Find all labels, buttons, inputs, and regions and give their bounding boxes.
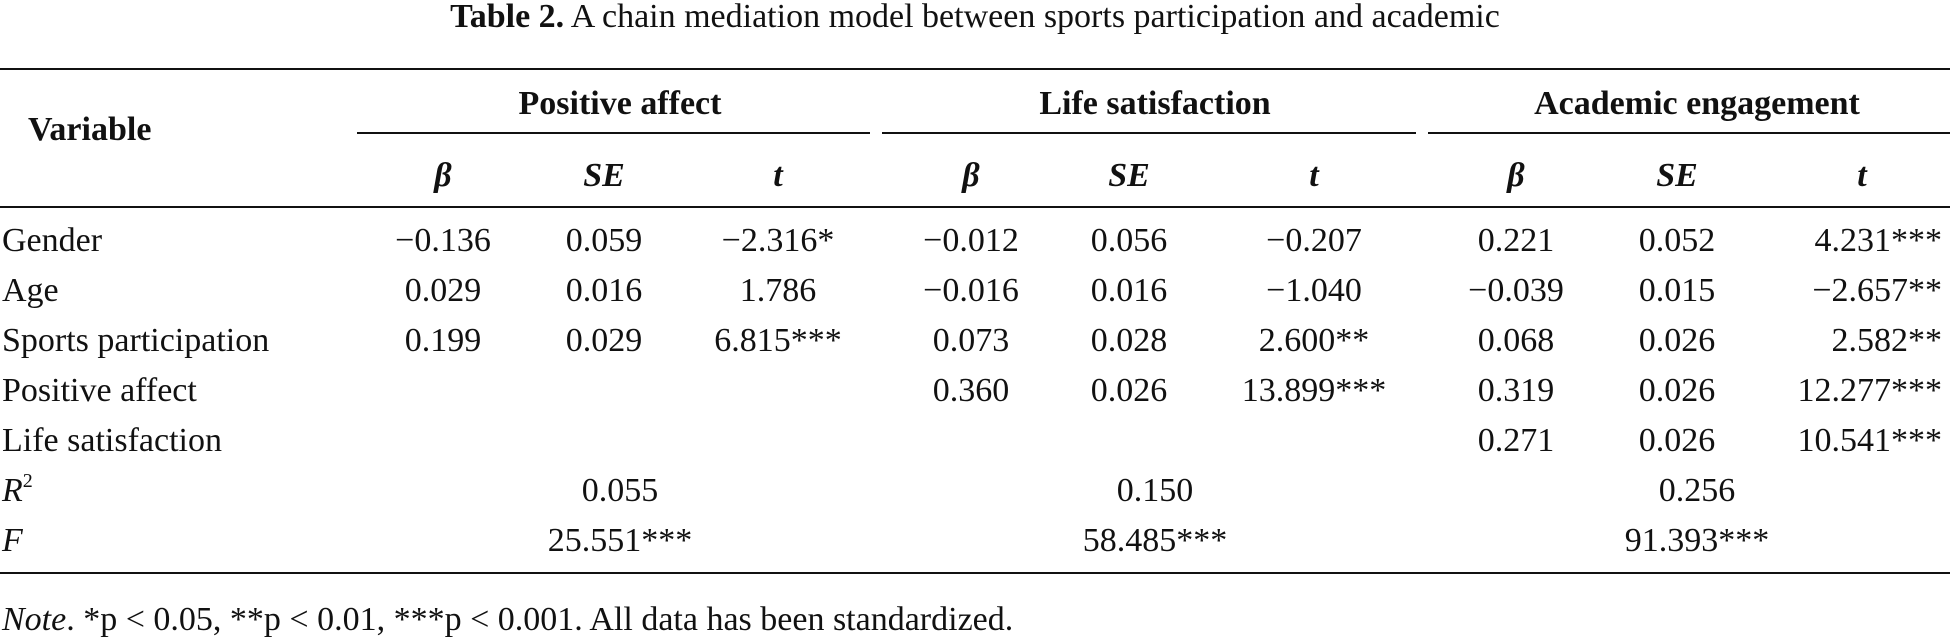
row-label: Sports participation <box>2 322 270 359</box>
row-label: Life satisfaction <box>2 422 222 459</box>
table-cell: 0.016 <box>1090 272 1168 309</box>
table-cell: 0.029 <box>404 272 482 309</box>
table-cell: 0.068 <box>1477 322 1555 359</box>
row-label: Age <box>2 272 59 309</box>
table-cell: 1.786 <box>739 272 817 309</box>
r-squared-value: 0.150 <box>1116 472 1194 509</box>
group-header-positive-affect: Positive affect <box>518 85 722 122</box>
r-squared-value: 0.256 <box>1658 472 1736 509</box>
row-label-f: F <box>2 522 23 559</box>
row-label-r-squared: R2 <box>2 471 33 511</box>
table-cell: −0.207 <box>1266 222 1362 259</box>
r-squared-base: R <box>2 472 23 509</box>
variable-header: Variable <box>28 111 152 148</box>
group-underline-life-satisfaction <box>882 132 1416 134</box>
subheader-se: SE <box>1108 157 1150 194</box>
table-cell: 0.199 <box>404 322 482 359</box>
table-cell: −2.316* <box>721 222 835 259</box>
table-cell: −0.016 <box>923 272 1019 309</box>
table-caption: Table 2. A chain mediation model between… <box>0 0 1950 34</box>
table-cell: −0.039 <box>1468 272 1564 309</box>
r-squared-exponent: 2 <box>22 470 33 492</box>
table-cell: 12.277*** <box>1797 372 1943 409</box>
f-value: 58.485*** <box>1082 522 1228 559</box>
table-cell: 0.360 <box>932 372 1010 409</box>
table-cell: 4.231*** <box>1814 222 1943 259</box>
table-cell: −2.657** <box>1812 272 1942 309</box>
table-cell: 0.016 <box>565 272 643 309</box>
row-label: Positive affect <box>2 372 197 409</box>
table-cell: 2.600** <box>1258 322 1370 359</box>
table-cell: 0.026 <box>1638 422 1716 459</box>
note-text: . *p < 0.05, **p < 0.01, ***p < 0.001. A… <box>66 601 1014 638</box>
table-cell: −0.012 <box>923 222 1019 259</box>
caption-text: A chain mediation model between sports p… <box>570 0 1500 35</box>
f-value: 25.551*** <box>547 522 693 559</box>
table-cell: 0.026 <box>1090 372 1168 409</box>
subheader-t: t <box>773 157 783 194</box>
table-cell: 0.026 <box>1638 372 1716 409</box>
table-cell: 0.056 <box>1090 222 1168 259</box>
table-cell: 0.221 <box>1477 222 1555 259</box>
subheader-t: t <box>1309 157 1319 194</box>
table-cell: 2.582** <box>1831 322 1943 359</box>
subheader-beta: β <box>434 157 452 194</box>
subheader-se: SE <box>1656 157 1698 194</box>
group-underline-academic-engagement <box>1428 132 1950 134</box>
table-note: Note. *p < 0.05, **p < 0.01, ***p < 0.00… <box>2 600 1013 640</box>
row-label: Gender <box>2 222 103 259</box>
subheader-beta: β <box>962 157 980 194</box>
r-squared-value: 0.055 <box>581 472 659 509</box>
table-cell: 0.059 <box>565 222 643 259</box>
table-cell: −1.040 <box>1266 272 1362 309</box>
table-cell: 0.052 <box>1638 222 1716 259</box>
table-cell: 0.026 <box>1638 322 1716 359</box>
group-header-academic-engagement: Academic engagement <box>1534 85 1860 122</box>
table-cell: 0.015 <box>1638 272 1716 309</box>
table-cell: 0.319 <box>1477 372 1555 409</box>
table-cell: 0.073 <box>932 322 1010 359</box>
note-lead: Note <box>2 601 67 638</box>
table-cell: 0.029 <box>565 322 643 359</box>
group-header-life-satisfaction: Life satisfaction <box>1039 85 1271 122</box>
f-value: 91.393*** <box>1624 522 1770 559</box>
table-cell: 6.815*** <box>714 322 842 359</box>
table-cell: 0.028 <box>1090 322 1168 359</box>
subheader-beta: β <box>1507 157 1525 194</box>
subheader-t: t <box>1857 157 1867 194</box>
table-cell: 13.899*** <box>1241 372 1387 409</box>
group-underline-positive-affect <box>357 132 870 134</box>
top-rule <box>0 68 1950 70</box>
header-rule <box>0 206 1950 208</box>
table-cell: 0.271 <box>1477 422 1555 459</box>
table-cell: 10.541*** <box>1797 422 1943 459</box>
caption-label: Table 2. <box>450 0 565 35</box>
subheader-se: SE <box>583 157 625 194</box>
table-cell: −0.136 <box>395 222 491 259</box>
bottom-rule <box>0 572 1950 574</box>
